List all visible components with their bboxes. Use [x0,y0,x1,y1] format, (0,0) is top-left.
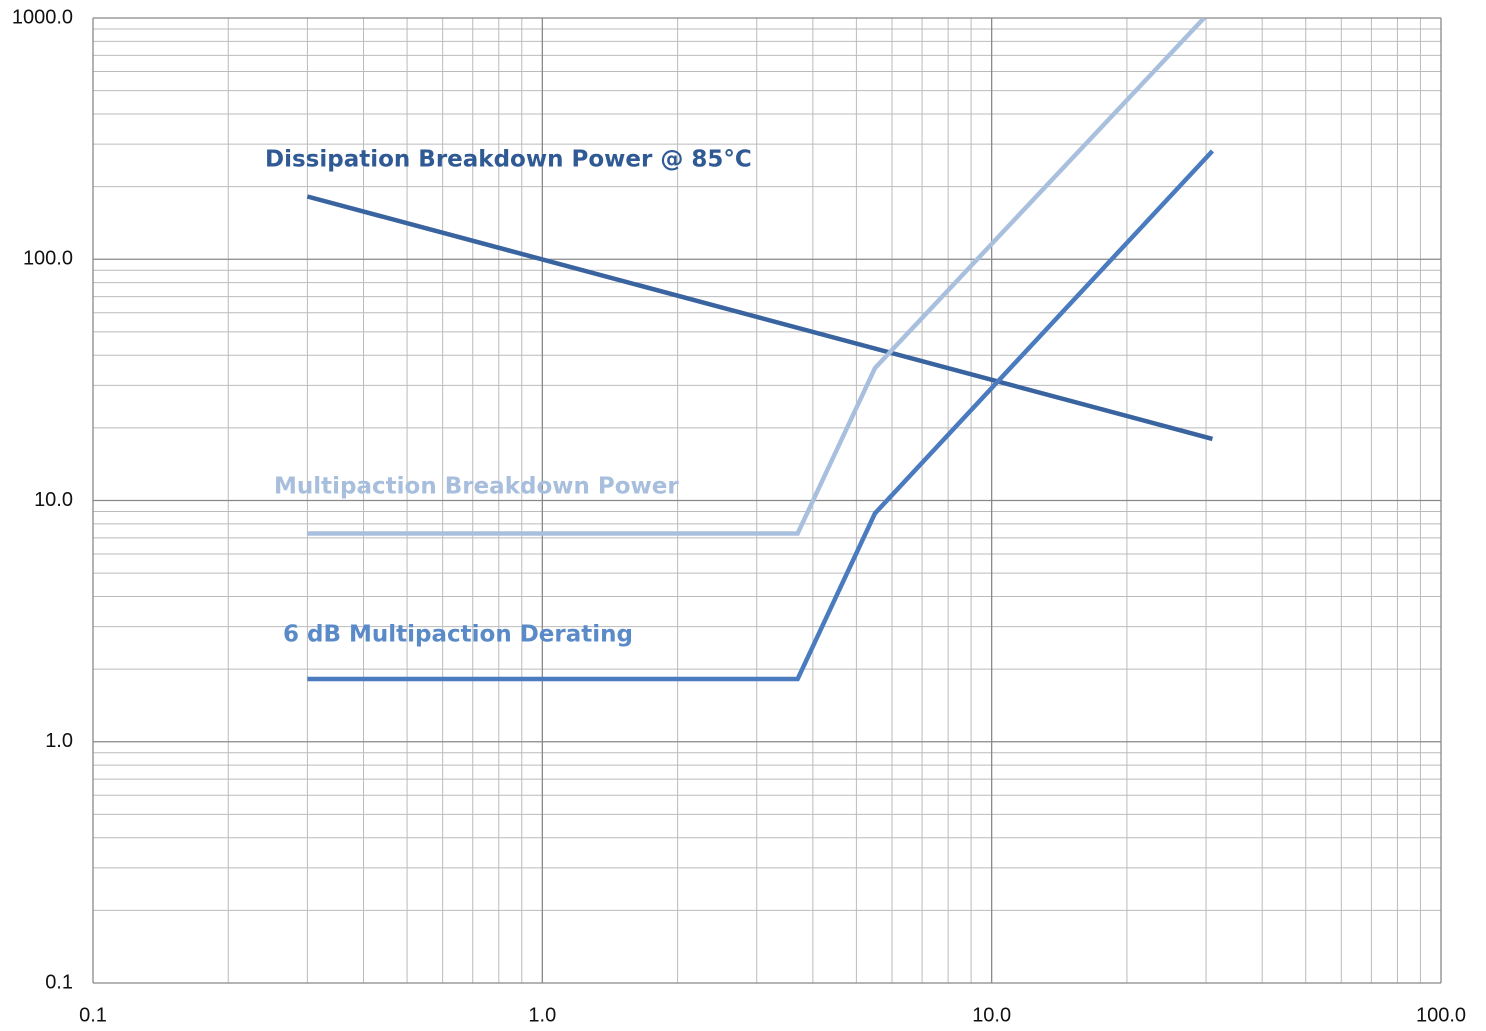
series-line [307,149,1215,682]
series-line [306,194,1214,442]
y-tick-label: 1000.0 [12,6,73,28]
y-tick-label: 0.1 [45,971,73,993]
series-line [307,18,1206,536]
x-tick-label: 1.0 [528,1004,556,1026]
x-tick-label: 10.0 [972,1004,1011,1026]
y-tick-label: 10.0 [34,489,73,511]
line-layer [306,18,1215,682]
y-tick-label: 100.0 [23,248,73,270]
x-tick-label: 0.1 [79,1004,107,1026]
series-label: Dissipation Breakdown Power @ 85°C [265,147,752,173]
grid [92,17,1442,984]
series-label: 6 dB Multipaction Derating [283,622,633,648]
series-label: Multipaction Breakdown Power [274,474,679,500]
x-tick-label: 100.0 [1416,1004,1466,1026]
y-tick-label: 1.0 [45,730,73,752]
